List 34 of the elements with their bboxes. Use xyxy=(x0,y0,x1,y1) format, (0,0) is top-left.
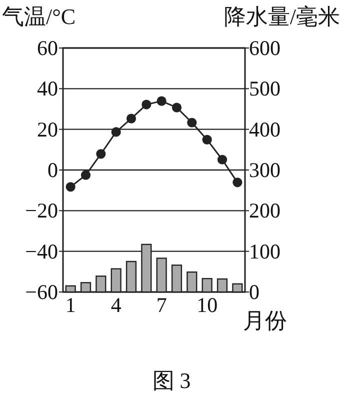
point xyxy=(156,96,166,106)
point xyxy=(232,178,242,188)
point xyxy=(111,127,121,137)
xtick: 7 xyxy=(156,293,167,317)
ytick: 0 xyxy=(48,158,58,182)
point xyxy=(187,118,197,128)
ytick: −60 xyxy=(25,280,58,304)
point xyxy=(96,149,106,159)
point xyxy=(172,102,182,112)
ytick: 20 xyxy=(37,117,58,142)
xlabel: 月份 xyxy=(243,308,287,333)
point xyxy=(217,154,228,164)
y2tick: 600 xyxy=(249,36,280,60)
ylabel: 气温/°C xyxy=(2,4,76,29)
xtick: 4 xyxy=(110,293,122,317)
ytick: 60 xyxy=(37,36,58,60)
ytick: 40 xyxy=(37,76,58,101)
ytick: −40 xyxy=(25,239,58,264)
point xyxy=(142,100,152,110)
y2tick: 400 xyxy=(249,117,280,142)
y2tick: 300 xyxy=(249,158,280,182)
xtick: 10 xyxy=(196,293,218,317)
point xyxy=(66,182,76,192)
y2label: 降水量/毫米 xyxy=(224,4,340,29)
ytick: −20 xyxy=(25,198,58,223)
point xyxy=(202,134,212,145)
point xyxy=(126,114,136,124)
xtick: 1 xyxy=(65,293,76,317)
y2tick: 100 xyxy=(249,239,280,264)
y2tick: 500 xyxy=(249,76,280,101)
annotation: 图 3 xyxy=(152,368,191,393)
y2tick: 200 xyxy=(249,198,280,223)
point xyxy=(80,170,91,180)
y2tick: 0 xyxy=(249,280,260,304)
